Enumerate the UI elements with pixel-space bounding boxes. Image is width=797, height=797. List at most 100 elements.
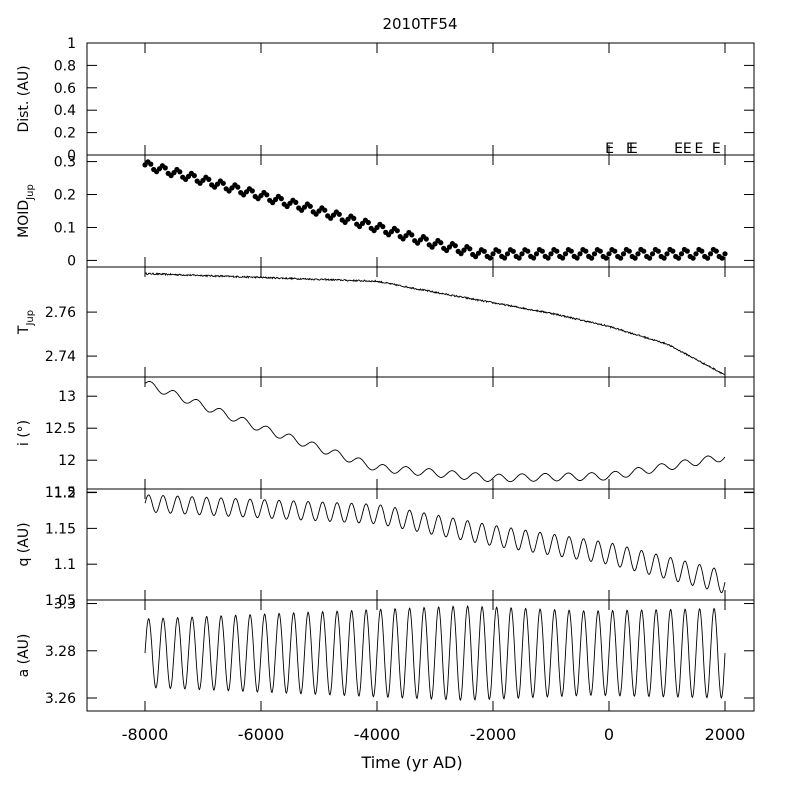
moid-point xyxy=(626,248,632,254)
moid-point xyxy=(293,199,299,205)
moid-point xyxy=(719,255,725,261)
encounter-marker: E xyxy=(626,141,635,157)
series-line-tjup xyxy=(144,272,726,375)
moid-point xyxy=(568,248,574,254)
encounter-marker: E xyxy=(629,141,638,157)
moid-point xyxy=(446,244,453,250)
moid-point xyxy=(336,211,342,217)
ytick-label-a: 3.28 xyxy=(45,644,76,660)
moid-point xyxy=(496,248,502,254)
moid-point xyxy=(322,207,328,213)
ytick-label-dist: 0.6 xyxy=(54,81,76,97)
ylabel-tjup: TJup xyxy=(16,310,36,335)
xtick-label: -8000 xyxy=(122,725,169,744)
moid-point xyxy=(531,255,537,261)
ytick-label-tjup: 2.76 xyxy=(45,305,76,321)
moid-point xyxy=(533,251,540,257)
panel-frame-dist xyxy=(86,42,755,156)
moid-point xyxy=(380,224,386,230)
moid-point xyxy=(487,255,493,261)
ytick-label-incl: 11.5 xyxy=(45,485,76,501)
ytick-label-dist: 0.2 xyxy=(54,126,76,142)
xtick-label: 0 xyxy=(604,725,614,744)
moid-point xyxy=(554,248,560,254)
ytick-label-moid: 0 xyxy=(67,253,76,269)
moid-point xyxy=(452,243,458,249)
moid-point xyxy=(690,255,696,261)
ytick-label-a: 3.26 xyxy=(45,691,76,707)
panel-a: 3.26 3.28 3.3 a (AU) xyxy=(16,597,755,712)
moid-point xyxy=(649,251,656,257)
encounter-marker: E xyxy=(674,141,683,157)
moid-point xyxy=(722,251,728,257)
ytick-label-q: 1.1 xyxy=(54,557,76,573)
ylabel-moid: MOIDJup xyxy=(16,184,36,238)
panel-moid: 0 0.1 0.2 0.3 MOIDJup xyxy=(16,154,755,269)
panel-frame-q xyxy=(86,488,755,601)
ytick-label-a: 3.3 xyxy=(54,597,76,613)
chart-title: 2010TF54 xyxy=(382,15,457,33)
moid-point xyxy=(502,255,508,261)
ytick-label-q: 1.15 xyxy=(45,521,76,537)
moid-point xyxy=(661,255,667,261)
moid-point xyxy=(612,248,618,254)
moid-point xyxy=(560,255,566,261)
series-line-incl xyxy=(144,381,726,483)
moid-point xyxy=(705,255,711,261)
moid-point xyxy=(394,228,400,234)
ytick-label-dist: 1 xyxy=(67,36,76,52)
moid-point xyxy=(475,250,482,256)
panel-frame-incl xyxy=(86,376,755,490)
xtick-label: -2000 xyxy=(470,725,517,744)
moid-point xyxy=(525,248,531,254)
moid-point xyxy=(548,251,554,257)
moid-point xyxy=(618,255,624,261)
moid-point xyxy=(707,251,714,257)
encounter-marker: E xyxy=(712,141,721,157)
moid-point xyxy=(539,248,545,254)
moid-point xyxy=(574,255,580,261)
ytick-label-q: 1.2 xyxy=(54,486,76,502)
moid-point xyxy=(206,176,212,182)
panel-tjup: 2.74 2.76 TJup xyxy=(16,266,755,378)
moid-point xyxy=(635,251,641,257)
moid-point xyxy=(191,173,197,179)
moid-point xyxy=(148,161,154,167)
moid-point xyxy=(438,240,444,246)
moid-point xyxy=(249,188,255,194)
moid-point xyxy=(603,255,609,261)
moid-point xyxy=(655,248,661,254)
moid-point xyxy=(597,248,603,254)
ylabel-incl: i (°) xyxy=(16,420,32,446)
moid-point xyxy=(684,248,690,254)
xtick-label: -4000 xyxy=(354,725,401,744)
moid-point xyxy=(444,247,450,254)
moid-point xyxy=(510,248,516,254)
moid-point xyxy=(606,251,612,257)
moid-point xyxy=(589,255,595,261)
moid-point xyxy=(647,255,653,261)
moid-point xyxy=(458,251,464,257)
moid-point xyxy=(699,248,705,254)
moid-point xyxy=(481,248,487,254)
moid-point xyxy=(264,192,270,198)
moid-point xyxy=(713,248,719,254)
moid-point xyxy=(591,251,598,257)
moid-point xyxy=(562,251,569,257)
moid-point xyxy=(409,232,415,238)
moid-point xyxy=(235,184,241,190)
ytick-label-dist: 0.8 xyxy=(54,58,76,74)
ytick-label-moid: 0.3 xyxy=(54,155,76,171)
ylabel-a: a (AU) xyxy=(16,634,32,678)
ylabel-dist: Dist. (AU) xyxy=(16,65,32,132)
panel-frame-tjup xyxy=(86,266,755,378)
xtick-label: -6000 xyxy=(238,725,285,744)
moid-point xyxy=(516,255,522,261)
ytick-label-incl: 13 xyxy=(58,389,76,405)
moid-point xyxy=(278,196,284,202)
moid-point xyxy=(461,247,467,253)
moid-point xyxy=(473,254,479,260)
ylabel-q: q (AU) xyxy=(16,522,32,566)
moid-point xyxy=(220,180,226,186)
